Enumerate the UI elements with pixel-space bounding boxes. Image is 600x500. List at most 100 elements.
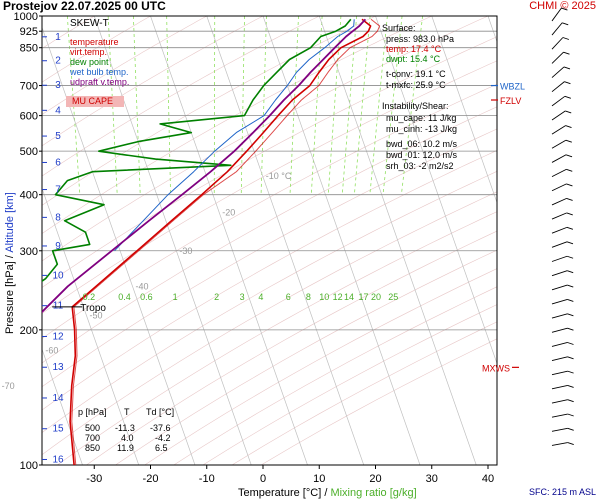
temperature-tick-label: 0 xyxy=(260,473,266,485)
chart-markers: Tropo MXWS FZLV WBZL xyxy=(52,82,525,373)
dry-adiabat xyxy=(42,16,264,147)
series-line-virtual-temperature xyxy=(71,18,381,465)
isotherm-label: -70 xyxy=(2,381,15,391)
wind-barb-flag xyxy=(567,413,574,417)
altitude-tick-label: 12 xyxy=(52,331,64,342)
temperature-tick-label: 10 xyxy=(313,473,325,485)
wind-barb-flag xyxy=(567,356,574,360)
x-axis-label-extra: Mixing ratio [g/kg] xyxy=(330,487,416,499)
isotherm xyxy=(262,16,421,465)
pressure-tick-label: 925 xyxy=(20,26,38,38)
wind-barb-flag xyxy=(567,342,574,345)
wind-barb xyxy=(551,384,568,390)
mixing-ratio-label: 12 xyxy=(333,292,343,302)
wbzl-label: WBZL xyxy=(500,82,525,92)
wind-barb-flag xyxy=(567,299,574,302)
mixing-ratio-label: 17 xyxy=(359,292,369,302)
pressure-tick-label: 100 xyxy=(20,460,38,472)
mixing-ratio-line xyxy=(240,16,245,195)
temperature-tick-label: 30 xyxy=(426,473,438,485)
dry-adiabat xyxy=(144,268,497,465)
dry-adiabat xyxy=(57,211,497,465)
legend-item-temperature: temperature xyxy=(70,37,119,47)
credit-label: CHMI © 2025 xyxy=(529,0,596,12)
temperature-tick-label: -30 xyxy=(86,473,102,485)
altitude-tick-label: 5 xyxy=(55,131,61,142)
dry-adiabat xyxy=(42,106,497,364)
altitude-tick-label: 4 xyxy=(55,105,61,116)
level-table-row-td: -37.6 xyxy=(150,423,171,433)
surface-heading: Surface: xyxy=(382,23,416,33)
wind-barb-flag xyxy=(566,183,573,187)
dry-adiabat xyxy=(42,83,497,339)
altitude-tick-label: 2 xyxy=(55,56,61,67)
chart-series xyxy=(42,18,381,465)
wind-barb-column xyxy=(551,7,574,446)
level-table-row-t: 4.0 xyxy=(121,433,134,443)
wind-barb xyxy=(551,95,566,107)
dry-adiabat xyxy=(42,191,497,456)
isotherm xyxy=(318,16,477,465)
altitude-tick-label: 11 xyxy=(53,301,64,312)
wind-barb-flag xyxy=(562,37,570,40)
wind-barb xyxy=(551,183,567,192)
isotherm-label: -30 xyxy=(179,246,192,256)
wind-barb-flag xyxy=(567,385,574,388)
instability-mu-cinh: mu_cinh: -13 J/kg xyxy=(386,124,458,134)
level-table-row-t: 11.9 xyxy=(117,443,134,453)
mixing-ratio-line xyxy=(132,16,141,195)
pressure-tick-label: 200 xyxy=(20,325,38,337)
isotherm-label: -40 xyxy=(136,281,149,291)
wind-barb-flag xyxy=(567,270,574,274)
series-line-wet-bulb-temp xyxy=(114,19,355,252)
wind-barb xyxy=(551,197,567,206)
dry-adiabat xyxy=(42,150,497,411)
mu-cape-swatch xyxy=(66,96,124,107)
mixing-ratio-label: 8 xyxy=(306,292,311,302)
mixing-ratio-label: 25 xyxy=(388,292,398,302)
legend-item-updraft-vtemp: udpraft v.temp. xyxy=(70,77,130,87)
mixing-ratio-label: 6 xyxy=(286,292,291,302)
pressure-tick-label: 500 xyxy=(20,146,38,158)
y-axis-label: Pressure [hPa] / Altitude [km] xyxy=(4,192,16,334)
altitude-tick-label: 6 xyxy=(55,157,61,168)
wind-barb-flag xyxy=(563,51,570,55)
chart-grid xyxy=(42,16,600,465)
mixing-ratio-label: 0.4 xyxy=(118,292,131,302)
isotherm xyxy=(42,26,196,465)
pressure-tick-label: 300 xyxy=(20,246,38,258)
altitude-tick-label: 14 xyxy=(52,393,64,404)
shear-srh-03: srh_03: -2 m2/s2 xyxy=(386,161,454,171)
altitude-tick-label: 1 xyxy=(55,32,61,43)
dry-adiabat xyxy=(42,170,497,434)
wind-barb-flag xyxy=(567,399,574,403)
wind-barb xyxy=(551,342,568,347)
wind-barb xyxy=(551,356,568,362)
wind-barb-flag xyxy=(567,427,574,431)
mixing-ratio-label: 20 xyxy=(371,292,381,302)
fzlv-label: FZLV xyxy=(500,96,521,106)
isotherm xyxy=(544,16,600,465)
isotherm xyxy=(93,16,252,465)
y-axis-label-extra: Altitude [km] xyxy=(4,192,16,253)
wind-barb xyxy=(551,81,565,93)
wind-barb-flag xyxy=(566,212,573,216)
isotherm-label: -60 xyxy=(45,345,58,355)
level-table-row-p: 850 xyxy=(85,443,101,453)
mixing-ratio-label: 3 xyxy=(240,292,245,302)
dry-adiabat xyxy=(42,60,497,314)
level-table-row-p: 500 xyxy=(85,423,101,433)
isotherm-label: -10 °C xyxy=(266,171,292,181)
instability-mu-cape: mu_cape: 11 J/kg xyxy=(386,113,457,123)
temperature-tick-label: -10 xyxy=(199,473,215,485)
wind-barb xyxy=(551,399,568,404)
wind-barb-flag xyxy=(566,197,573,201)
level-table-header-t: T xyxy=(124,407,130,417)
wind-barb-flag xyxy=(564,81,571,85)
legend-item-dew-point: dew point xyxy=(70,57,109,67)
wind-barb-flag xyxy=(563,66,571,70)
wind-barb xyxy=(551,125,566,135)
level-table-row-td: 6.5 xyxy=(155,443,168,453)
wind-barb xyxy=(551,299,568,305)
